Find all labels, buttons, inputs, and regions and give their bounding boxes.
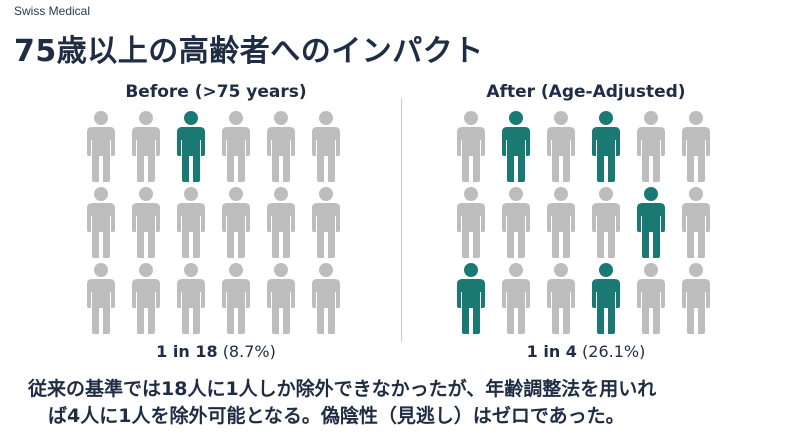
- after-stat: 1 in 4 (26.1%): [416, 342, 756, 361]
- person-icon: [629, 262, 673, 334]
- person-icon-highlighted: [629, 186, 673, 258]
- person-icon-highlighted: [494, 110, 538, 182]
- person-icon: [79, 110, 123, 182]
- person-icon: [674, 186, 718, 258]
- person-icon: [259, 110, 303, 182]
- before-percent: (8.7%): [222, 342, 276, 361]
- person-icon: [79, 262, 123, 334]
- person-icon: [214, 110, 258, 182]
- after-percent: (26.1%): [582, 342, 646, 361]
- person-icon: [259, 186, 303, 258]
- person-icon: [169, 262, 213, 334]
- person-icon: [674, 262, 718, 334]
- after-person-grid: [431, 110, 731, 340]
- before-ratio: 1 in 18: [156, 342, 218, 361]
- person-icon: [169, 186, 213, 258]
- person-icon: [539, 186, 583, 258]
- person-icon: [304, 110, 348, 182]
- before-panel: Before (>75 years): [46, 80, 386, 334]
- person-icon: [214, 262, 258, 334]
- person-icon: [124, 262, 168, 334]
- conclusion-line-1: 従来の基準では18人に1人しか除外できなかったが、年齢調整法を用いれ: [28, 378, 657, 400]
- person-icon: [584, 186, 628, 258]
- person-icon: [494, 186, 538, 258]
- panel-divider: [401, 98, 402, 342]
- before-person-grid: [61, 110, 361, 340]
- person-icon-highlighted: [449, 262, 493, 334]
- person-icon: [214, 186, 258, 258]
- person-icon: [449, 186, 493, 258]
- person-icon: [449, 110, 493, 182]
- person-icon: [304, 186, 348, 258]
- before-stat: 1 in 18 (8.7%): [46, 342, 386, 361]
- person-icon: [494, 262, 538, 334]
- person-icon: [259, 262, 303, 334]
- before-panel-title: Before (>75 years): [125, 82, 307, 102]
- page-title: 75歳以上の高齢者へのインパクト: [14, 34, 484, 69]
- person-icon: [539, 262, 583, 334]
- person-icon-highlighted: [169, 110, 213, 182]
- person-icon: [124, 110, 168, 182]
- after-panel: After (Age-Adjusted): [416, 80, 756, 334]
- person-icon-highlighted: [584, 110, 628, 182]
- after-panel-title: After (Age-Adjusted): [486, 82, 686, 102]
- person-icon-highlighted: [584, 262, 628, 334]
- after-ratio: 1 in 4: [526, 342, 577, 361]
- person-icon: [79, 186, 123, 258]
- person-icon: [124, 186, 168, 258]
- person-icon: [629, 110, 673, 182]
- person-icon: [674, 110, 718, 182]
- person-icon: [304, 262, 348, 334]
- conclusion-line-2: ば4人に1人を除外可能となる。偽陰性（見逃し）はゼロであった。: [48, 405, 625, 427]
- brand-label: Swiss Medical: [14, 4, 91, 18]
- conclusion-text: 従来の基準では18人に1人しか除外できなかったが、年齢調整法を用いれ ば4人に1…: [14, 376, 794, 430]
- person-icon: [539, 110, 583, 182]
